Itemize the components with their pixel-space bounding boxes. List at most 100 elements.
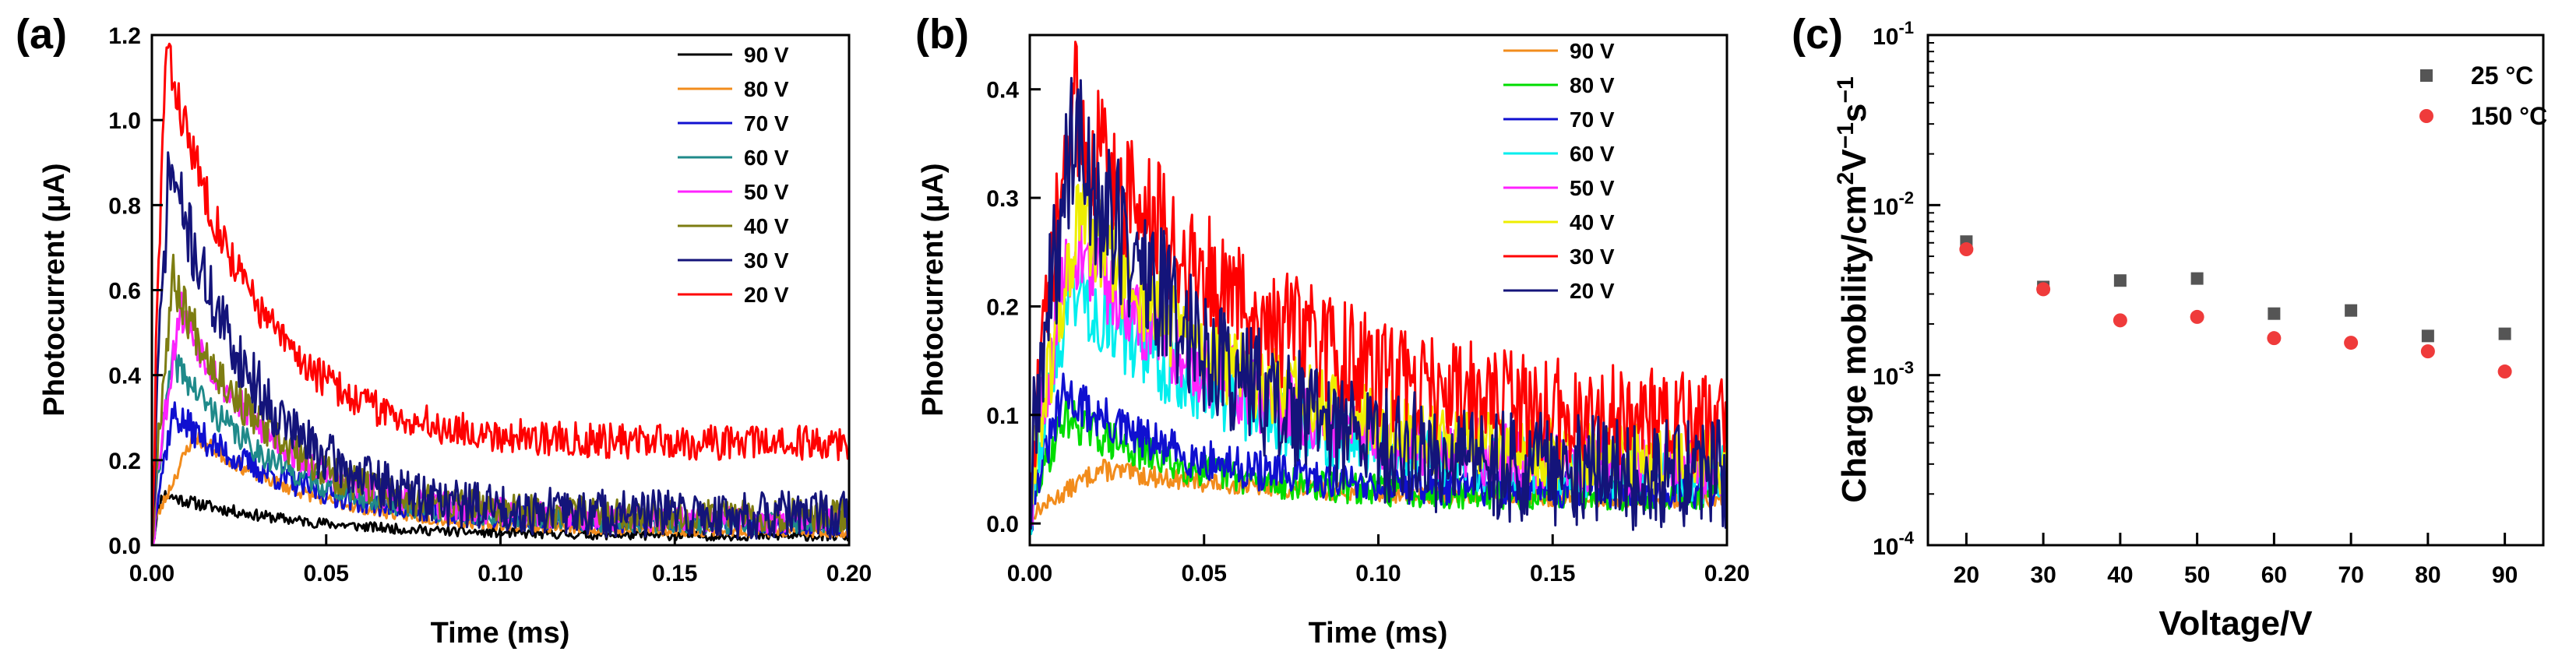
- panel-b-series-20v: [1028, 76, 1728, 531]
- panel-c-y-tick-label: 10-1: [1873, 18, 1914, 50]
- panel-a-series-20v: [150, 42, 850, 546]
- panel-a-x-tick-label: 0.20: [826, 561, 872, 586]
- panel-c-legend: 25 °C 150 °C: [2419, 62, 2547, 130]
- panel-b-legend-label: 30 V: [1570, 245, 1615, 269]
- panel-a-legend: 90 V 80 V 70 V 60 V 50 V 40 V 30 V 20 V: [678, 43, 789, 307]
- panel-b-x-tick-label: 0.05: [1182, 561, 1227, 586]
- panel-a-x-tick-label: 0.05: [304, 561, 349, 586]
- panel-c-x-tick-label: 90: [2492, 562, 2518, 588]
- ylabel-sup1: 2: [1833, 172, 1859, 185]
- panel-a-series-30v: [150, 151, 851, 546]
- panel-c: (c) 10-4 10-3 10-2 10-1 20 30 40 50 60 70 80 90 Vo…: [1792, 11, 2547, 643]
- panel-b-x-tick-label: 0.00: [1007, 561, 1052, 586]
- panel-c-x-tick-label: 40: [2107, 562, 2133, 588]
- panel-b-legend-label: 40 V: [1570, 210, 1615, 234]
- panel-c-point-25c: [2498, 327, 2511, 340]
- panel-c-x-tick-label: 80: [2415, 562, 2440, 588]
- panel-b-y-tick-label: 0.1: [986, 403, 1019, 429]
- panel-c-legend-label: 150 °C: [2471, 102, 2547, 130]
- panel-a-legend-label: 70 V: [744, 111, 789, 136]
- panel-label-b: (b): [915, 11, 969, 58]
- ylabel-prefix: Charge mobility/cm: [1835, 185, 1873, 502]
- panel-b-y-tick-label: 0.0: [986, 512, 1019, 537]
- panel-c-x-axis-label: Voltage/V: [2158, 604, 2313, 643]
- panel-a-legend-label: 60 V: [744, 146, 789, 170]
- panel-b-x-tick-label: 0.15: [1530, 561, 1575, 586]
- panel-c-point-150c: [2420, 344, 2435, 359]
- panel-a-legend-label: 40 V: [744, 214, 789, 238]
- panel-b-x-tick-label: 0.20: [1704, 561, 1750, 586]
- panel-c-y-axis-label: Charge mobility/cm2V−1s−1: [1833, 76, 1873, 502]
- panel-c-point-25c: [2421, 329, 2434, 343]
- panel-a-legend-label: 30 V: [744, 248, 789, 273]
- panel-c-point-25c: [2268, 307, 2281, 320]
- panel-c-legend-marker: [2419, 109, 2433, 123]
- panel-b-legend-label: 50 V: [1570, 176, 1615, 200]
- panel-a-y-axis: 0.0 0.2 0.4 0.6 0.8 1.0 1.2: [108, 23, 163, 559]
- panel-a-x-tick-label: 0.15: [652, 561, 697, 586]
- panel-c-x-tick-label: 60: [2261, 562, 2287, 588]
- panel-b-series-group: [1028, 40, 1728, 536]
- panel-c-series-group: [1959, 235, 2512, 379]
- panel-b-y-axis-label: Photocurrent (μA): [917, 163, 950, 416]
- panel-c-y-tick-label: 10-4: [1873, 528, 1915, 560]
- panel-b-y-axis: 0.0 0.1 0.2 0.3 0.4: [986, 78, 1041, 537]
- panel-c-point-25c: [2190, 272, 2204, 285]
- panel-c-x-tick-label: 30: [2030, 562, 2056, 588]
- panel-a: (a) 0.00.20.40.60.81.01.2 0.00 0.05 0.10 0.…: [16, 11, 872, 650]
- panel-label-c: (c): [1792, 11, 1843, 58]
- panel-b-legend-label: 60 V: [1570, 142, 1615, 166]
- panel-c-point-25c: [2113, 274, 2127, 287]
- ylabel-sup3: −1: [1833, 76, 1859, 103]
- panel-c-point-25c: [2345, 304, 2358, 317]
- panel-c-point-150c: [2267, 331, 2282, 346]
- panel-b: (b) 0.0 0.1 0.2 0.3 0.4 0.00 0.05 0.10 0.15 0.20…: [915, 11, 1750, 650]
- panel-c-x-axis: 20 30 40 50 60 70 80 90: [1954, 533, 2518, 588]
- panel-a-y-tick-label: 1.0: [108, 108, 141, 134]
- panel-a-y-tick-label: 0.2: [108, 449, 141, 474]
- panel-b-legend-label: 20 V: [1570, 279, 1615, 303]
- panel-c-point-150c: [2344, 336, 2359, 350]
- panel-b-y-tick-label: 0.4: [986, 78, 1019, 104]
- panel-c-plot-frame: [1926, 33, 2545, 547]
- panel-a-legend-label: 20 V: [744, 283, 789, 307]
- panel-a-x-tick-label: 0.10: [477, 561, 523, 586]
- panel-c-point-150c: [2190, 309, 2204, 324]
- panel-c-x-tick-label: 50: [2184, 562, 2210, 588]
- panel-c-y-tick-label: 10-2: [1873, 188, 1914, 220]
- panel-a-legend-label: 90 V: [744, 43, 789, 67]
- panel-a-x-axis-label: Time (ms): [431, 617, 570, 650]
- ylabel-mid2: s: [1835, 104, 1873, 122]
- panel-c-legend-marker: [2420, 69, 2433, 82]
- panel-a-y-tick-label: 1.2: [108, 23, 141, 49]
- panel-b-x-axis-label: Time (ms): [1309, 617, 1448, 650]
- panel-c-point-150c: [2497, 364, 2512, 379]
- panel-a-y-axis-label: Photocurrent (μA): [38, 163, 71, 416]
- panel-c-legend-label: 25 °C: [2471, 62, 2533, 90]
- panel-a-y-tick-label: 0.0: [108, 533, 141, 559]
- panel-b-x-axis: 0.00 0.05 0.10 0.15 0.20: [1007, 534, 1750, 586]
- panel-a-x-axis: 0.00 0.05 0.10 0.15 0.20: [129, 534, 872, 586]
- panel-b-y-tick-label: 0.3: [986, 186, 1019, 212]
- panel-c-y-tick-label: 10-3: [1873, 358, 1914, 390]
- panel-a-y-tick-label: 0.6: [108, 279, 141, 305]
- panel-b-y-tick-label: 0.2: [986, 294, 1019, 320]
- panel-b-x-tick-label: 0.10: [1355, 561, 1401, 586]
- panel-a-legend-label: 80 V: [744, 77, 789, 101]
- ylabel-sup2: −1: [1833, 122, 1859, 149]
- panel-c-point-150c: [2036, 282, 2051, 297]
- panel-c-point-150c: [1959, 242, 1974, 257]
- panel-c-y-axis: 10-4 10-3 10-2 10-1: [1873, 18, 1940, 560]
- panel-b-legend-label: 80 V: [1570, 73, 1615, 97]
- panel-a-x-tick-label: 0.00: [129, 561, 174, 586]
- panel-label-a: (a): [16, 11, 67, 58]
- panel-c-point-150c: [2113, 313, 2127, 328]
- panel-a-series-group: [150, 42, 851, 547]
- panel-c-x-tick-label: 70: [2338, 562, 2363, 588]
- panel-b-legend-label: 90 V: [1570, 39, 1615, 63]
- panel-b-legend: 90 V 80 V 70 V 60 V 50 V 40 V 30 V 20 V: [1503, 39, 1615, 303]
- ylabel-mid: V: [1835, 149, 1873, 172]
- panel-a-legend-label: 50 V: [744, 180, 789, 204]
- panel-b-legend-label: 70 V: [1570, 107, 1615, 132]
